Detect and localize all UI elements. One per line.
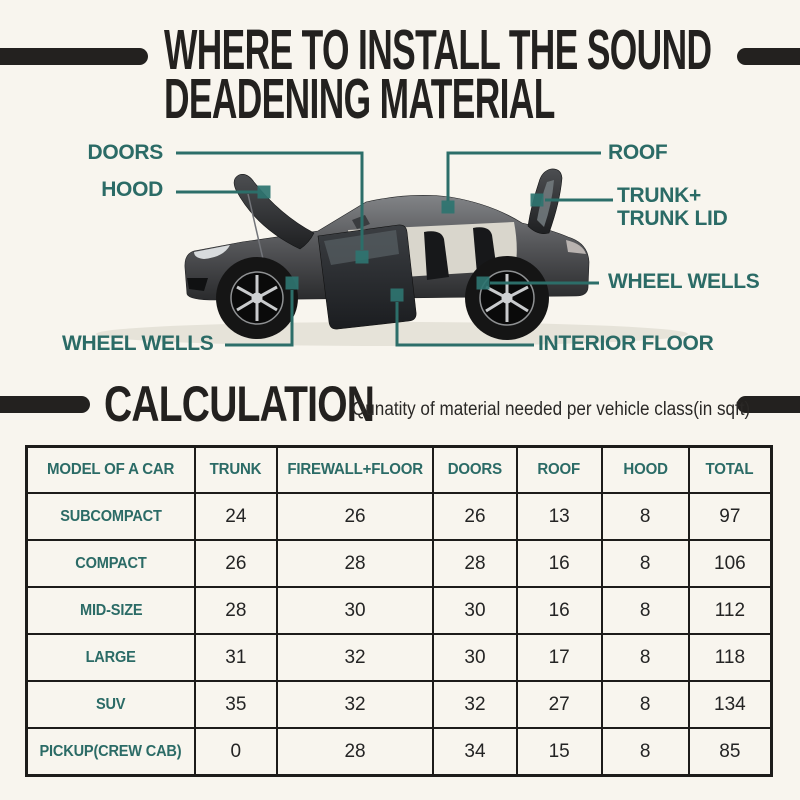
table-header-row: MODEL OF A CAR TRUNK FIREWALL+FLOOR DOOR… (25, 445, 773, 494)
label-wheel-wells-left: WHEEL WELLS (62, 332, 214, 355)
value-cell-firewall-floor: 30 (275, 586, 435, 635)
value-cell-total: 106 (687, 539, 773, 588)
value-cell-doors: 32 (432, 680, 518, 729)
marker-squares (257, 185, 544, 302)
column-header-total: TOTAL (687, 445, 773, 494)
value-cell-trunk: 28 (193, 586, 278, 635)
value-cell-firewall-floor: 28 (275, 727, 435, 777)
table-row: COMPACT 26 28 28 16 8 106 (25, 539, 773, 588)
value-cell-firewall-floor: 32 (275, 633, 435, 682)
value-cell-total: 85 (687, 727, 773, 777)
front-seat (424, 231, 449, 280)
rear-wheel (465, 256, 549, 340)
value-cell-firewall-floor: 26 (275, 492, 435, 541)
marker-wheel-wells-left-icon (285, 276, 299, 290)
label-trunk: TRUNK+ TRUNK LID (617, 184, 728, 230)
value-cell-total: 134 (687, 680, 773, 729)
page-title-line1: WHERE TO INSTALL THE SOUND (164, 18, 712, 82)
column-header-hood: HOOD (600, 445, 690, 494)
value-cell-hood: 8 (600, 633, 690, 682)
model-cell: SUBCOMPACT (25, 492, 196, 541)
column-header-firewall-floor: FIREWALL+FLOOR (275, 445, 435, 494)
calc-right-bar (737, 396, 800, 413)
page-title: WHERE TO INSTALL THE SOUND DEADENING MAT… (164, 18, 712, 131)
value-cell-doors: 28 (432, 539, 518, 588)
leader-line-roof (446, 151, 601, 201)
leader-line-interior-floor (395, 302, 534, 347)
value-cell-roof: 13 (515, 492, 603, 541)
marker-roof-icon (441, 200, 455, 214)
value-cell-hood: 8 (600, 539, 690, 588)
table-header: MODEL OF A CAR TRUNK FIREWALL+FLOOR DOOR… (25, 445, 773, 494)
label-doors: DOORS (87, 141, 163, 164)
column-header-model: MODEL OF A CAR (25, 445, 196, 494)
marker-wheel-wells-right-icon (476, 276, 490, 290)
value-cell-hood: 8 (600, 586, 690, 635)
model-cell: PICKUP(CREW CAB) (25, 727, 196, 777)
value-cell-roof: 15 (515, 727, 603, 777)
value-cell-firewall-floor: 28 (275, 539, 435, 588)
value-cell-hood: 8 (600, 680, 690, 729)
value-cell-doors: 30 (432, 633, 518, 682)
column-header-trunk: TRUNK (193, 445, 278, 494)
table-row: LARGE 31 32 30 17 8 118 (25, 633, 773, 682)
leader-lines (176, 151, 613, 347)
value-cell-trunk: 24 (193, 492, 278, 541)
taillight (566, 240, 586, 254)
column-header-roof: ROOF (515, 445, 603, 494)
label-hood: HOOD (101, 178, 163, 201)
title-left-bar (0, 48, 148, 65)
value-cell-trunk: 31 (193, 633, 278, 682)
value-cell-total: 118 (687, 633, 773, 682)
value-cell-firewall-floor: 32 (275, 680, 435, 729)
value-cell-doors: 30 (432, 586, 518, 635)
label-interior-floor: INTERIOR FLOOR (538, 332, 714, 355)
label-wheel-wells-right: WHEEL WELLS (608, 270, 760, 293)
value-cell-roof: 27 (515, 680, 603, 729)
calc-left-bar (0, 396, 90, 413)
model-cell: LARGE (25, 633, 196, 682)
label-roof: ROOF (608, 141, 668, 164)
table-row: MID-SIZE 28 30 30 16 8 112 (25, 586, 773, 635)
model-cell: SUV (25, 680, 196, 729)
marker-interior-floor-icon (390, 288, 404, 302)
front-intake (187, 278, 208, 291)
car-illustration (184, 168, 590, 340)
value-cell-roof: 17 (515, 633, 603, 682)
table-body: SUBCOMPACT 24 26 26 13 8 97 COMPACT 26 2… (25, 492, 773, 777)
page-title-line2: DEADENING MATERIAL (164, 67, 555, 131)
model-cell: COMPACT (25, 539, 196, 588)
value-cell-roof: 16 (515, 539, 603, 588)
marker-trunk-icon (530, 193, 544, 207)
value-cell-hood: 8 (600, 727, 690, 777)
title-right-bar (737, 48, 800, 65)
marker-hood-icon (257, 185, 271, 199)
model-cell: MID-SIZE (25, 586, 196, 635)
hatch-glass (537, 180, 554, 227)
table-row: PICKUP(CREW CAB) 0 28 34 15 8 85 (25, 727, 773, 777)
label-trunk-line1: TRUNK+ (617, 184, 701, 207)
value-cell-doors: 26 (432, 492, 518, 541)
value-cell-trunk: 35 (193, 680, 278, 729)
value-cell-total: 97 (687, 492, 773, 541)
table-row: SUBCOMPACT 24 26 26 13 8 97 (25, 492, 773, 541)
car-diagram (96, 151, 688, 347)
value-cell-trunk: 0 (193, 727, 278, 777)
value-cell-trunk: 26 (193, 539, 278, 588)
table-row: SUV 35 32 32 27 8 134 (25, 680, 773, 729)
value-cell-doors: 34 (432, 727, 518, 777)
leader-line-doors (176, 151, 364, 250)
value-cell-hood: 8 (600, 492, 690, 541)
column-header-doors: DOORS (432, 445, 518, 494)
materials-table: MODEL OF A CAR TRUNK FIREWALL+FLOOR DOOR… (25, 445, 773, 777)
value-cell-total: 112 (687, 586, 773, 635)
headlight (194, 245, 230, 259)
calculation-subtitle: Qunatity of material needed per vehicle … (352, 399, 751, 420)
value-cell-roof: 16 (515, 586, 603, 635)
marker-doors-icon (355, 250, 369, 264)
calculation-heading: CALCULATION (104, 376, 375, 432)
label-trunk-line2: TRUNK LID (617, 207, 728, 230)
front-wheel (216, 257, 298, 339)
leader-line-wheel-wells-left (225, 290, 294, 347)
